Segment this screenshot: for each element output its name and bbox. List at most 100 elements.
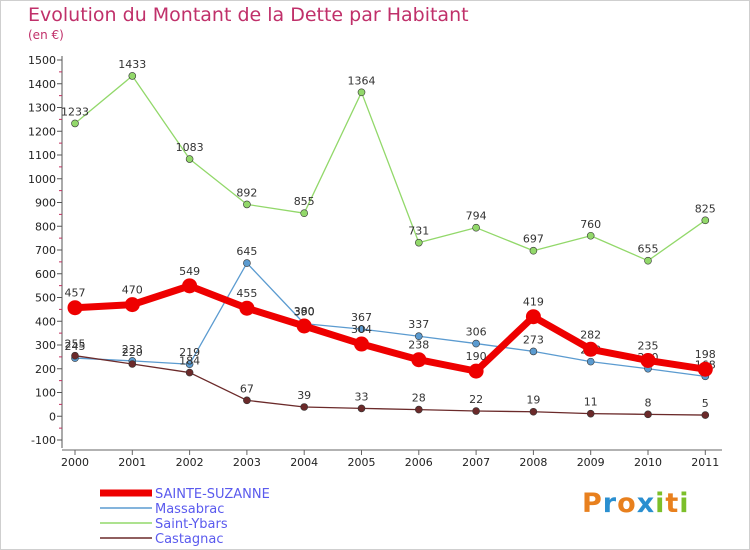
data-point (468, 363, 484, 379)
data-label: 892 (236, 186, 257, 199)
data-label: 235 (638, 339, 659, 352)
data-point (239, 300, 255, 316)
data-label: 697 (523, 233, 544, 246)
data-point (357, 325, 366, 333)
data-label: 645 (236, 245, 257, 258)
data-label: 794 (466, 210, 487, 223)
y-tick-label: -100 (31, 434, 56, 447)
x-tick-label: 2005 (348, 456, 376, 469)
data-label: 255 (65, 338, 86, 351)
data-point (529, 407, 538, 416)
logo-letter: P (582, 488, 603, 519)
series-line-massabrac (74, 262, 706, 377)
data-point (586, 409, 595, 418)
chart-title: Evolution du Montant de la Dette par Hab… (28, 4, 469, 26)
data-point (243, 396, 251, 405)
data-point (243, 200, 251, 209)
data-label: 1083 (176, 141, 204, 154)
data-point (243, 259, 251, 267)
y-tick-label: 300 (35, 339, 56, 352)
data-label: 655 (638, 243, 659, 256)
data-point (640, 352, 656, 368)
data-point (583, 341, 599, 357)
data-point (644, 256, 652, 265)
data-point (71, 119, 79, 128)
x-tick-label: 2007 (462, 456, 490, 469)
data-point (185, 155, 194, 163)
x-tick-label: 2000 (61, 456, 89, 469)
data-point (414, 332, 423, 341)
data-point (182, 278, 198, 294)
x-tick-label: 2002 (176, 456, 204, 469)
data-point (357, 404, 366, 413)
series-line-sainte-suzanne (74, 282, 706, 375)
data-label: 306 (466, 326, 487, 339)
legend-label: Saint-Ybars (155, 517, 228, 532)
data-label: 28 (412, 392, 426, 405)
series-line-saint-ybars (74, 75, 706, 262)
data-point (414, 405, 423, 414)
data-point (472, 339, 480, 348)
data-label: 8 (645, 396, 652, 409)
data-point (586, 231, 595, 240)
data-point (300, 403, 309, 411)
data-label: 419 (523, 296, 544, 309)
data-label: 1433 (118, 58, 146, 71)
y-tick-label: 800 (35, 220, 56, 233)
data-label: 470 (122, 284, 143, 297)
x-tick-label: 2011 (691, 456, 719, 469)
data-label: 380 (294, 305, 315, 318)
data-point (296, 318, 312, 334)
data-point (185, 360, 194, 369)
data-label: 190 (466, 350, 487, 363)
logo-letter: t (665, 488, 680, 519)
x-tick-label: 2006 (405, 456, 433, 469)
data-label: 233 (122, 343, 143, 356)
y-tick-label: 1100 (28, 149, 56, 162)
data-point (185, 368, 194, 377)
data-label: 39 (297, 389, 311, 402)
data-label: 238 (408, 339, 429, 352)
data-label: 184 (179, 355, 200, 368)
data-label: 67 (240, 382, 254, 395)
x-tick-label: 2008 (519, 456, 547, 469)
data-label: 549 (179, 265, 200, 278)
data-label: 1364 (348, 74, 376, 87)
data-label: 19 (526, 394, 540, 407)
y-tick-label: 1400 (28, 78, 56, 91)
data-label: 245 (65, 340, 86, 353)
y-tick-label: 500 (35, 292, 56, 305)
data-point (529, 347, 538, 356)
data-label: 455 (236, 287, 257, 300)
logo-letter: i (679, 488, 690, 519)
series-line-castagnac (74, 355, 706, 416)
data-point (411, 352, 427, 368)
data-point (472, 223, 480, 232)
legend-label: Massabrac (155, 502, 224, 517)
logo-letter: x (636, 488, 656, 519)
data-label: 825 (695, 202, 716, 215)
x-tick-label: 2003 (233, 456, 261, 469)
data-label: 273 (523, 333, 544, 346)
data-point (701, 216, 710, 225)
y-tick-label: 400 (35, 315, 56, 328)
data-point (472, 407, 480, 415)
data-point (529, 246, 538, 255)
data-label: 5 (702, 397, 709, 410)
x-tick-label: 2009 (577, 456, 605, 469)
data-label: 33 (355, 390, 369, 403)
data-point (67, 300, 83, 316)
y-tick-label: 200 (35, 363, 56, 376)
data-point (300, 209, 309, 217)
data-label: 855 (294, 195, 315, 208)
logo-letter: o (617, 488, 637, 519)
x-tick-label: 2001 (118, 456, 146, 469)
data-point (414, 238, 423, 247)
data-label: 219 (179, 346, 200, 359)
data-label: 220 (122, 346, 143, 359)
data-point (354, 336, 369, 352)
data-label: 282 (580, 328, 601, 341)
data-point (71, 351, 79, 360)
